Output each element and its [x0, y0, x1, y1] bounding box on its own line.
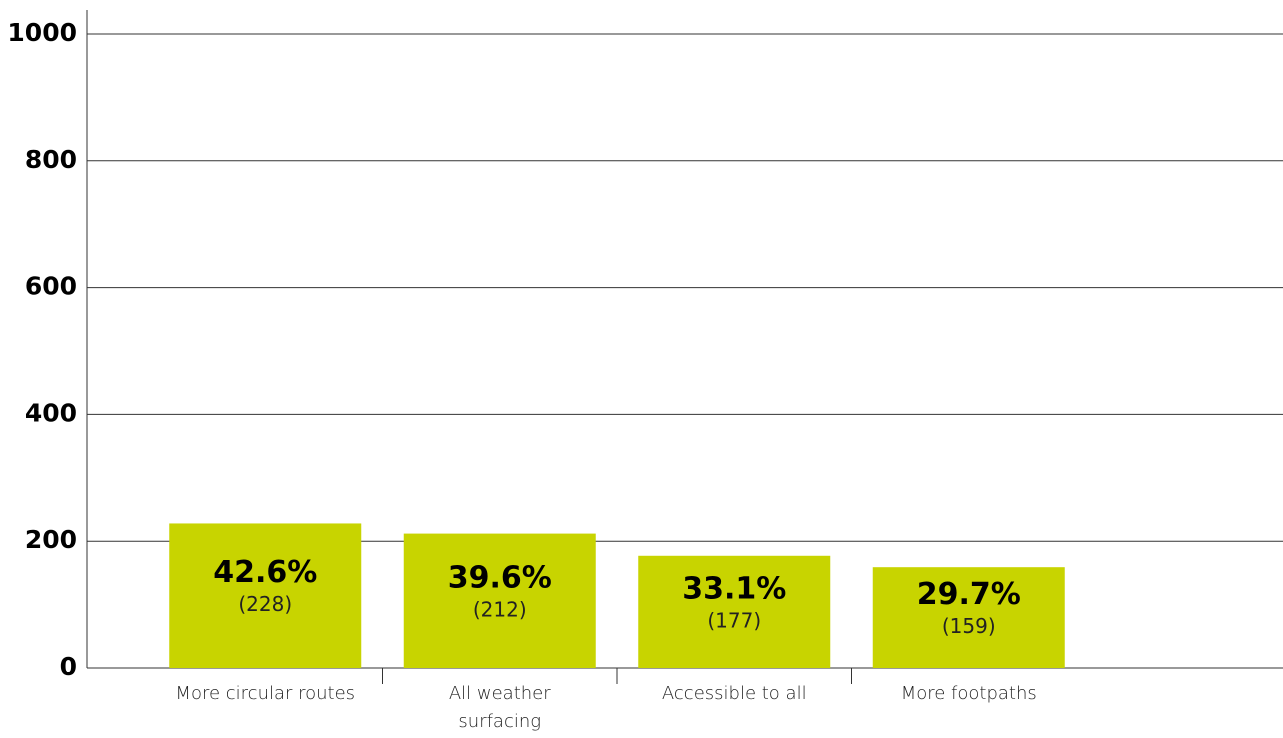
percent-label: 33.1%: [682, 571, 786, 606]
percent-label: 42.6%: [213, 555, 317, 590]
bar: [169, 523, 362, 668]
y-tick-label: 800: [25, 145, 77, 174]
y-tick-label: 0: [60, 652, 77, 681]
x-tick-label: More circular routes: [175, 683, 356, 704]
y-tick-label: 200: [25, 525, 77, 554]
y-tick-label: 400: [25, 398, 77, 427]
value-label: (212): [473, 597, 527, 621]
x-tick-label: All weather surfacing: [448, 683, 551, 732]
value-label: (177): [707, 608, 761, 632]
value-label: (228): [238, 592, 292, 616]
bar: [638, 555, 831, 668]
x-tick-label: More footpaths: [900, 683, 1037, 704]
percent-label: 29.7%: [917, 577, 1021, 612]
x-tick-label: Accessible to all: [661, 683, 807, 704]
percent-label: 39.6%: [448, 560, 552, 595]
y-tick-label: 600: [25, 272, 77, 301]
value-label: (159): [942, 614, 996, 638]
y-tick-label: 1000: [7, 18, 77, 47]
bar: [403, 533, 596, 668]
bar: [872, 567, 1065, 668]
